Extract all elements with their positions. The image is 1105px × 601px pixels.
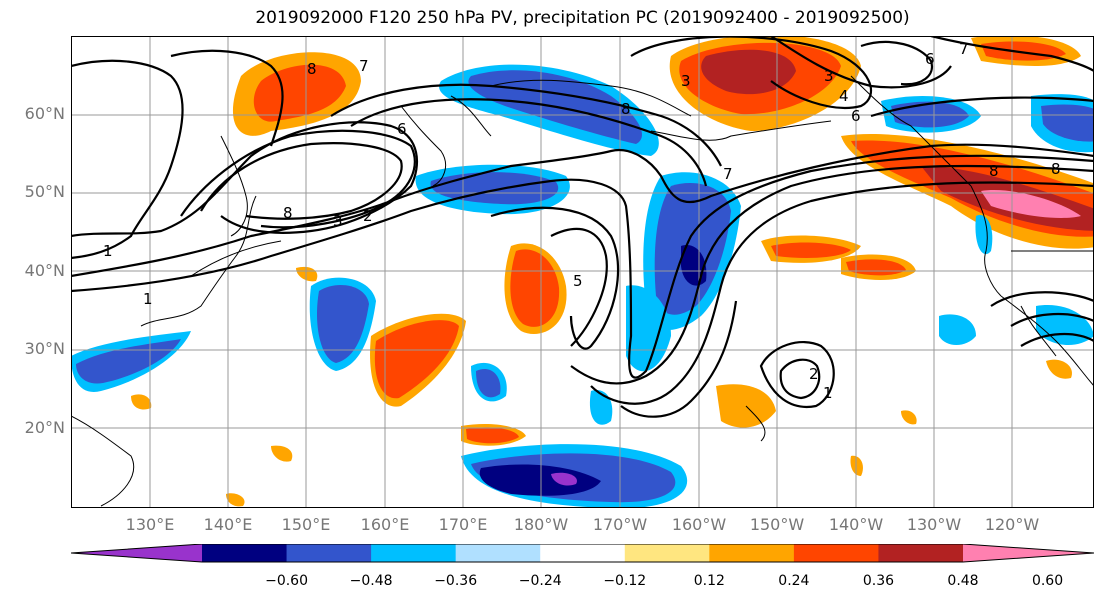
coastlines: [71, 75, 1094, 507]
colorbar-tick-label: 0.36: [862, 573, 895, 589]
precip-positive-areas: [131, 36, 1094, 507]
map-title: 2019092000 F120 250 hPa PV, precipitatio…: [255, 8, 910, 28]
contour-label: 8: [283, 204, 293, 222]
colorbar-extend-high: [963, 544, 1094, 562]
colorbar-cell: [202, 544, 288, 562]
contour-label: 8: [307, 60, 317, 78]
contour-label: 8: [621, 100, 631, 118]
lon-label: 160°E: [360, 515, 410, 534]
colorbar-tick-label: −0.12: [603, 573, 647, 589]
contour-label: 6: [851, 107, 861, 125]
map-plot: 8 7 6 3 4 8 3 2 1 1 5 7 6 8 2 1 8 3 6 7 …: [71, 36, 1094, 508]
colorbar-tick-label: 0.48: [947, 573, 979, 589]
contour-label: 7: [359, 57, 369, 75]
colorbar-tick-label: 0.12: [693, 573, 725, 589]
contour-label: 3: [824, 67, 834, 85]
lon-label: 170°W: [592, 515, 648, 534]
contour-label: 1: [103, 242, 113, 260]
contour-label: 4: [839, 87, 849, 105]
colorbar-cell: [286, 544, 372, 562]
colorbar-cell: [371, 544, 457, 562]
contour-label: 5: [573, 272, 583, 290]
lon-label: 130°E: [125, 515, 175, 534]
lon-label: 140°W: [828, 515, 884, 534]
colorbar-tick-label: 0.24: [778, 573, 810, 589]
lat-label-60n: 60°N: [24, 104, 65, 123]
contour-label: 2: [363, 207, 373, 225]
contour-label: 8: [1051, 160, 1061, 178]
contour-label: 1: [823, 384, 833, 402]
contour-label: 7: [723, 165, 733, 183]
colorbar-tick-label: −0.24: [518, 573, 562, 589]
contour-label: 2: [809, 365, 819, 383]
colorbar-tick-label: 0.60: [1031, 573, 1064, 589]
lon-label: 130°W: [906, 515, 962, 534]
contour-labels: 8 7 6 3 4 8 3 2 1 1 5 7 6 8 2 1 8 3 6 7 …: [103, 40, 1061, 402]
colorbar-cell: [709, 544, 795, 562]
colorbar: [71, 544, 1094, 563]
colorbar-tick-label: −0.36: [434, 573, 478, 589]
lat-label-30n: 30°N: [24, 339, 65, 358]
lon-label: 120°W: [984, 515, 1040, 534]
contour-label: 3: [681, 72, 691, 90]
colorbar-cell: [878, 544, 964, 562]
colorbar-cell: [793, 544, 879, 562]
lon-label: 150°W: [749, 515, 805, 534]
lat-label-50n: 50°N: [24, 182, 65, 201]
colorbar-cell: [455, 544, 541, 562]
colorbar-extend-low: [71, 544, 202, 562]
colorbar-tick-label: −0.60: [265, 573, 308, 589]
lon-label: 180°W: [513, 515, 569, 534]
contour-label: 6: [925, 50, 935, 68]
lon-label: 140°E: [203, 515, 253, 534]
graticule: [71, 36, 1094, 508]
lat-label-40n: 40°N: [24, 261, 65, 280]
contour-label: 1: [143, 290, 153, 308]
colorbar-tick-label: −0.48: [349, 573, 393, 589]
contour-label: 3: [333, 212, 343, 230]
lon-label: 170°E: [438, 515, 488, 534]
pv-contours: [71, 36, 1094, 418]
contour-label: 8: [989, 162, 999, 180]
lat-label-20n: 20°N: [24, 418, 65, 437]
lon-label: 150°E: [281, 515, 331, 534]
lon-label: 160°W: [671, 515, 727, 534]
contour-label: 7: [959, 40, 969, 58]
colorbar-cell: [624, 544, 710, 562]
contour-label: 6: [397, 120, 407, 138]
colorbar-cell: [540, 544, 626, 562]
